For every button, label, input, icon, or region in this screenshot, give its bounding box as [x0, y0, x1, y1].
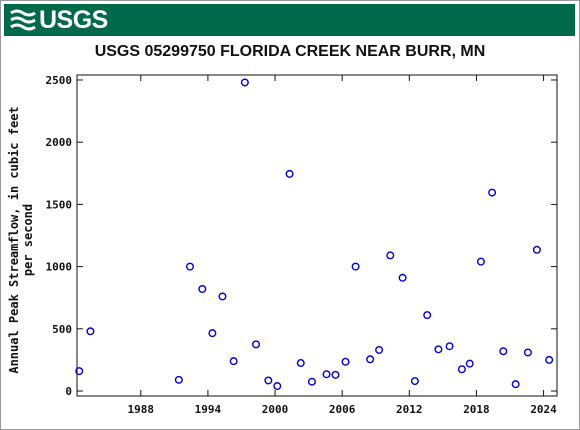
data-point[interactable] — [240, 78, 249, 87]
data-point[interactable] — [523, 348, 532, 357]
data-point[interactable] — [434, 345, 443, 354]
y-axis-label-line-1: Annual Peak Streamflow, in cubic feet — [7, 106, 21, 373]
data-point[interactable] — [445, 342, 454, 351]
y-tick-label: 1000 — [46, 261, 73, 274]
data-points — [75, 78, 554, 391]
data-point[interactable] — [499, 347, 508, 356]
data-point[interactable] — [198, 285, 207, 294]
x-axis: 1988 1994 2000 2006 2012 2018 2024 — [128, 75, 557, 416]
x-tick-label: 2024 — [530, 403, 557, 416]
data-point[interactable] — [296, 359, 305, 368]
data-point[interactable] — [375, 345, 384, 354]
y-tick-label: 0 — [65, 385, 72, 398]
data-point[interactable] — [264, 376, 273, 385]
x-tick-label: 2000 — [262, 403, 289, 416]
x-tick-label: 2006 — [329, 403, 356, 416]
x-tick-label: 1988 — [128, 403, 155, 416]
y-tick-label: 1500 — [46, 198, 73, 211]
usgs-logo[interactable]: USGS — [10, 7, 108, 33]
data-point[interactable] — [218, 292, 227, 301]
x-tick-label: 2012 — [396, 403, 423, 416]
data-point[interactable] — [75, 367, 84, 376]
data-point[interactable] — [351, 262, 360, 271]
x-tick-label: 1994 — [195, 403, 222, 416]
y-tick-label: 2500 — [46, 74, 73, 87]
data-point[interactable] — [488, 188, 497, 197]
chart-title: USGS 05299750 FLORIDA CREEK NEAR BURR, M… — [94, 43, 486, 60]
y-tick-label: 2000 — [46, 136, 73, 149]
data-point[interactable] — [229, 357, 238, 366]
data-point[interactable] — [331, 370, 340, 379]
usgs-logo-text: USGS — [39, 6, 108, 34]
x-tick-label: 2018 — [463, 403, 490, 416]
data-point[interactable] — [273, 382, 282, 391]
data-point[interactable] — [307, 377, 316, 386]
plot-area — [76, 74, 558, 397]
data-point[interactable] — [476, 257, 485, 266]
data-point[interactable] — [398, 273, 407, 282]
data-point[interactable] — [532, 245, 541, 254]
data-point[interactable] — [386, 251, 395, 260]
data-point[interactable] — [511, 380, 520, 389]
data-point[interactable] — [423, 311, 432, 320]
data-point[interactable] — [410, 377, 419, 386]
data-point[interactable] — [285, 169, 294, 178]
data-point[interactable] — [252, 340, 261, 349]
y-axis: 0 500 1000 1500 2000 2500 — [46, 74, 557, 398]
data-point[interactable] — [465, 359, 474, 368]
data-point[interactable] — [186, 262, 195, 271]
data-point[interactable] — [208, 329, 217, 338]
data-point[interactable] — [322, 370, 331, 379]
data-point[interactable] — [545, 355, 554, 364]
data-point[interactable] — [86, 327, 95, 336]
data-point[interactable] — [341, 357, 350, 366]
data-point[interactable] — [457, 365, 466, 374]
usgs-banner: USGS — [4, 4, 575, 36]
data-point[interactable] — [174, 375, 183, 384]
y-axis-label-line-2: per second — [21, 204, 35, 276]
y-tick-label: 500 — [52, 323, 72, 336]
data-point[interactable] — [366, 355, 375, 364]
usgs-wave-icon — [10, 9, 36, 31]
